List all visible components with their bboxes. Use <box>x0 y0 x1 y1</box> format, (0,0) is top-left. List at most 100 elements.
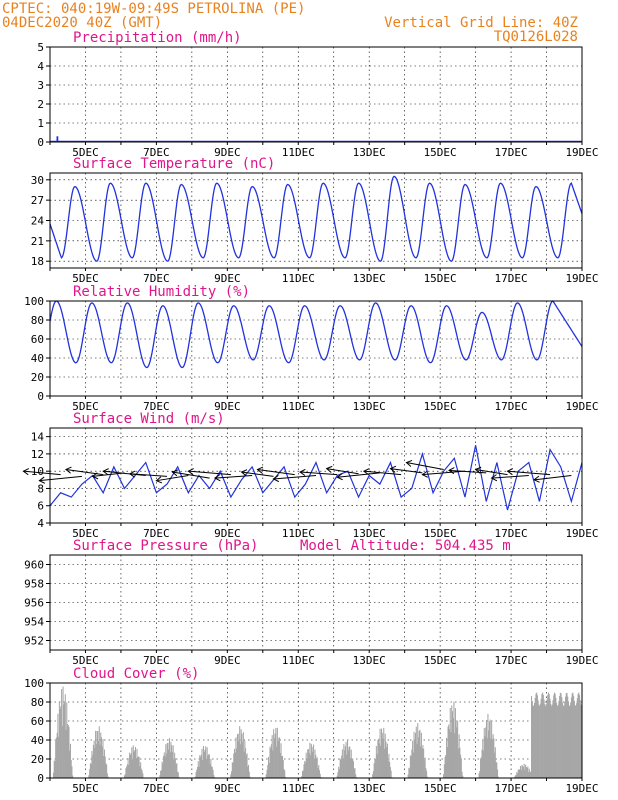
cloud-bar <box>139 766 141 778</box>
cloud-bar <box>481 749 483 778</box>
cloud-bar <box>53 760 55 778</box>
y-tick-label: 100 <box>24 677 44 690</box>
cloud-bar <box>389 767 391 778</box>
cloud-bar <box>267 756 270 778</box>
cloud-bar <box>497 776 499 778</box>
cloud-bar <box>556 706 558 778</box>
cloud-bar <box>461 771 463 778</box>
cloud-bar <box>61 689 63 778</box>
cloud-bar <box>533 705 535 778</box>
cloud-bar <box>453 701 455 778</box>
cloud-bar <box>233 748 236 778</box>
wind-vector <box>448 467 487 475</box>
panel-title: Relative Humidity (%) <box>73 284 250 300</box>
cloud-bar <box>168 749 170 778</box>
x-tick-label: 9DEC <box>214 654 241 667</box>
cloud-bar <box>132 759 134 778</box>
cloud-bar <box>485 719 487 778</box>
y-tick-label: 0 <box>37 136 44 149</box>
wind-vector <box>64 466 104 476</box>
cloud-bar <box>206 747 208 778</box>
cloud-bar <box>131 747 133 778</box>
cloud-bar <box>236 748 238 778</box>
cloud-bar <box>208 754 210 778</box>
x-tick-label: 9DEC <box>214 782 241 795</box>
cloud-bar <box>310 755 312 778</box>
cloud-bar <box>341 755 343 778</box>
cloud-bar <box>169 752 171 778</box>
cloud-bar <box>574 705 576 778</box>
cloud-bar <box>488 730 490 778</box>
cloud-bar <box>444 756 446 778</box>
cloud-bar <box>495 761 497 778</box>
cloud-bar <box>54 761 56 778</box>
cloud-bar <box>344 750 346 778</box>
cloud-bar <box>408 767 410 778</box>
cloud-bar <box>516 772 518 778</box>
x-tick-label: 19DEC <box>565 527 598 540</box>
x-tick-label: 17DEC <box>495 654 528 667</box>
cloud-bar <box>420 732 422 778</box>
cloud-bar <box>102 739 104 778</box>
cloud-bar <box>276 746 278 778</box>
cloud-bar <box>521 765 523 778</box>
cloud-bar <box>349 746 351 778</box>
cloud-bar <box>450 732 452 778</box>
cloud-bar <box>336 775 338 778</box>
cloud-bar <box>458 734 460 778</box>
y-tick-label: 960 <box>24 559 44 572</box>
cloud-bar <box>103 756 105 778</box>
cloud-bar <box>315 754 317 778</box>
cloud-bar <box>319 773 321 778</box>
cloud-bar <box>348 746 350 778</box>
cloud-bar <box>578 692 580 778</box>
cloud-bar <box>567 696 569 778</box>
cloud-bar <box>418 731 420 778</box>
cloud-bar <box>240 729 242 778</box>
cloud-bar <box>279 753 281 778</box>
cloud-bar <box>312 751 314 778</box>
cloud-bar <box>58 736 60 778</box>
cloud-bar <box>196 769 198 778</box>
y-tick-label: 956 <box>24 597 44 610</box>
cloud-bar <box>162 763 164 778</box>
plot-frame <box>49 427 583 524</box>
cloud-bar <box>385 741 387 778</box>
wind-vector-head <box>22 468 30 476</box>
cloud-bar <box>562 702 564 778</box>
cloud-bar <box>571 693 573 778</box>
cloud-bar <box>199 757 202 778</box>
wind-vector-shaft <box>65 468 104 476</box>
cloud-bar <box>566 692 568 778</box>
cloud-bar <box>417 737 420 778</box>
cloud-bar <box>316 759 318 778</box>
cloud-bar <box>353 768 355 778</box>
x-tick-label: 19DEC <box>565 272 598 285</box>
cloud-bar <box>127 757 129 778</box>
cloud-bar <box>94 747 96 778</box>
panel-title: Cloud Cover (%) <box>73 666 199 682</box>
cloud-bar <box>415 733 417 778</box>
cloud-bar <box>497 769 499 778</box>
panel-precipitation: 0 1 2 3 4 5 5DEC 7DEC 9DEC 11DEC 13DEC 15DEC 17DEC 19… <box>37 30 598 159</box>
x-tick-label: 11DEC <box>282 146 315 159</box>
cloud-bar <box>307 749 309 778</box>
cloud-bar <box>577 693 579 778</box>
cloud-bar <box>237 733 239 778</box>
cloud-bar <box>542 694 544 778</box>
wind-vector-head <box>421 470 428 478</box>
cloud-bar <box>310 743 312 778</box>
cloud-bar <box>576 698 578 778</box>
x-tick-label: 5DEC <box>72 782 99 795</box>
wind-vector <box>240 469 274 477</box>
wind-vector-head <box>64 466 72 474</box>
x-tick-label: 13DEC <box>353 527 386 540</box>
wind-vector-head <box>213 474 221 482</box>
cloud-bar <box>269 746 271 778</box>
cloud-bar <box>572 692 574 778</box>
cloud-bar <box>559 695 561 778</box>
cloud-bar <box>204 749 206 778</box>
cloud-bar <box>239 726 241 778</box>
wind-vector-head <box>155 476 163 484</box>
cloud-bar <box>277 741 279 778</box>
